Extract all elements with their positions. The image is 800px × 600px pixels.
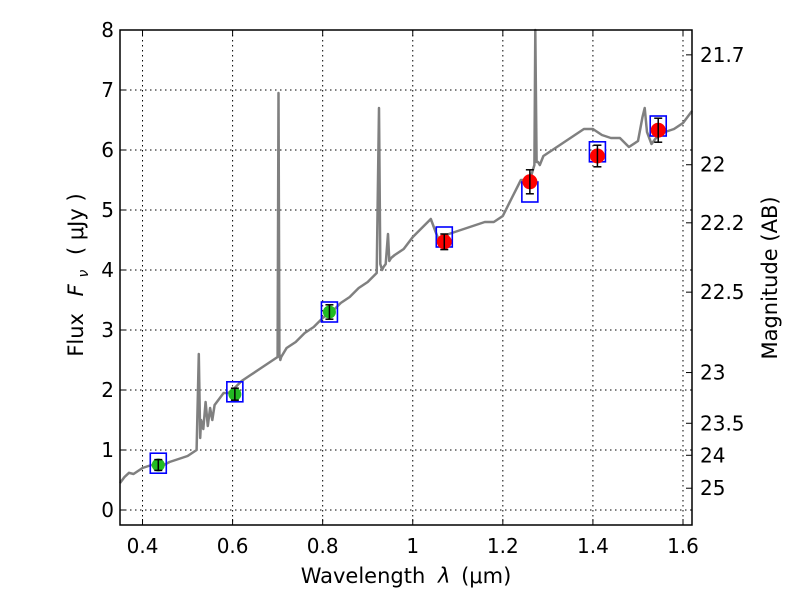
y2-tick-label: 22	[700, 153, 725, 177]
y-axis-title-unit: ( μJy )	[64, 193, 88, 255]
y-axis-title-symbol: F	[64, 283, 88, 296]
model-box	[149, 452, 168, 475]
photometry-layer	[149, 115, 668, 475]
y2-tick-label: 25	[700, 476, 725, 500]
y-tick-label: 8	[101, 18, 114, 42]
y2-tick-label: 22.2	[700, 211, 745, 235]
x-tick-label: 0.8	[307, 534, 339, 558]
y2-tick-label: 23	[700, 361, 725, 385]
x-axis-ticks: 0.4 0.6 0.8 1 1.2 1.4 1.6	[127, 30, 699, 558]
x-axis-title-prefix: Wavelength	[301, 564, 426, 588]
y2-tick-label: 21.7	[700, 43, 745, 67]
y-tick-label: 6	[101, 138, 114, 162]
y2-tick-label: 22.5	[700, 280, 745, 304]
y2-tick-label: 23.5	[700, 411, 745, 435]
y2-tick-label: 24	[700, 443, 725, 467]
model-box	[226, 380, 244, 403]
y-tick-label: 7	[101, 78, 114, 102]
y2-axis-title: Magnitude (AB)	[758, 196, 782, 359]
y-axis-title-prefix: Flux	[64, 313, 88, 357]
x-axis-title-unit: (μm)	[461, 564, 511, 588]
x-tick-label: 1.4	[577, 534, 609, 558]
x-tick-label: 1	[406, 534, 419, 558]
grid-lines	[120, 29, 692, 525]
y-axis-title-subscript: ν	[76, 270, 92, 278]
spectrum-layer	[119, 28, 693, 484]
y-axis-ticks: 0 1 2 3 4 5 6 7 8	[101, 18, 126, 522]
plot-frame	[119, 29, 693, 526]
y-tick-label: 0	[101, 498, 114, 522]
y-tick-label: 3	[101, 318, 114, 342]
y2-axis-ticks: 21.7 22 22.2 22.5 23 23.5 24 25	[686, 43, 745, 500]
x-tick-label: 0.4	[127, 534, 159, 558]
spectrum-line	[119, 28, 693, 484]
x-axis-title-symbol: λ	[437, 564, 450, 588]
y-tick-label: 1	[101, 438, 114, 462]
x-tick-label: 0.6	[217, 534, 249, 558]
y-tick-label: 2	[101, 378, 114, 402]
y-axis-title: Flux F ν ( μJy )	[64, 193, 93, 356]
y-tick-label: 4	[101, 258, 114, 282]
y-tick-label: 5	[101, 198, 114, 222]
model-box	[320, 301, 339, 323]
x-tick-label: 1.6	[667, 534, 699, 558]
x-tick-label: 1.2	[487, 534, 519, 558]
x-axis-title: Wavelength λ (μm)	[301, 564, 512, 588]
